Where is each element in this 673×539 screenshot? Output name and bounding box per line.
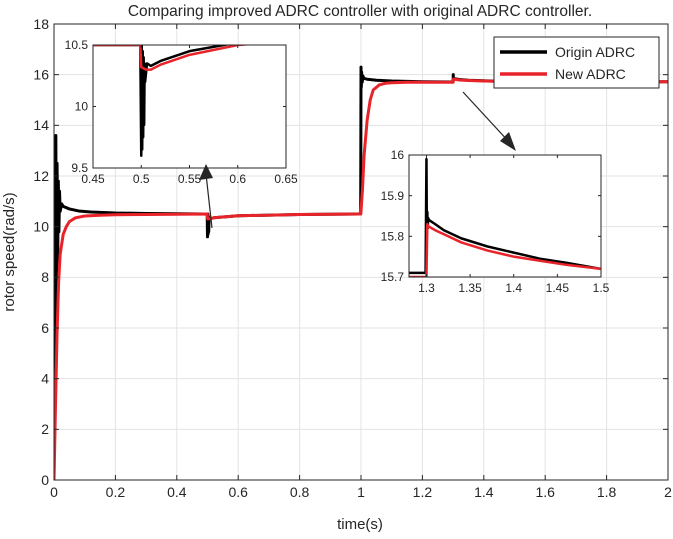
- inset-1-x-tick-label: 0.6: [229, 172, 246, 186]
- main-y-tick-label: 0: [41, 472, 49, 488]
- main-y-tick-label: 12: [33, 168, 49, 184]
- inset-1-x-tick-label: 0.45: [81, 172, 105, 186]
- main-x-tick-label: 0.2: [106, 484, 126, 500]
- main-y-tick-label: 18: [33, 16, 49, 32]
- main-x-tick-label: 0.4: [167, 484, 187, 500]
- main-y-tick-label: 4: [41, 371, 49, 387]
- inset-1-y-tick-label: 10.5: [65, 38, 89, 52]
- inset-1-y-tick-label: 10: [75, 100, 89, 114]
- main-y-tick-label: 10: [33, 219, 49, 235]
- main-y-tick-label: 8: [41, 269, 49, 285]
- inset-1-x-tick-label: 0.55: [178, 172, 202, 186]
- main-x-tick-label: 0.8: [290, 484, 310, 500]
- inset-plot-1: 0.45 0.5 0.55 0.6 0.65 9.5 10 10.5: [65, 38, 298, 186]
- inset-2-x-tick-label: 1.5: [593, 281, 610, 295]
- inset-2-x-tick-label: 1.4: [505, 281, 522, 295]
- inset-1-series-new-adrc-line: [93, 45, 255, 71]
- inset-2-y-tick-label: 15.9: [381, 189, 405, 203]
- inset-2-series-new-adrc-line: [409, 222, 601, 277]
- main-series-new-adrc-line: [54, 77, 668, 480]
- main-x-tick-label: 1: [357, 484, 365, 500]
- inset-1-x-tick-label: 0.5: [133, 172, 150, 186]
- inset-2-series-origin-adrc-line: [409, 157, 601, 275]
- inset-2-y-tick-label: 15.8: [381, 230, 405, 244]
- main-x-tick-label: 0.6: [228, 484, 248, 500]
- main-x-tick-label: 2: [664, 484, 672, 500]
- main-x-tick-label: 1.4: [474, 484, 494, 500]
- x-axis-label: time(s): [337, 516, 383, 533]
- chart-title: Comparing improved ADRC controller with …: [128, 3, 592, 20]
- inset-1-series-origin-adrc-line: [93, 45, 232, 157]
- main-x-tick-label: 1.8: [597, 484, 617, 500]
- legend-label-origin-adrc: Origin ADRC: [555, 44, 635, 60]
- main-y-tick-label: 14: [33, 117, 49, 133]
- annotation-arrows: [199, 91, 516, 229]
- legend-label-new-adrc: New ADRC: [555, 66, 626, 82]
- arrow-head-inset-1: [199, 164, 213, 180]
- inset-1-x-tick-label: 0.65: [274, 172, 298, 186]
- arrow-to-inset-2: [462, 91, 511, 144]
- legend-box: [493, 36, 660, 89]
- main-x-tick-label: 1.2: [413, 484, 433, 500]
- inset-2-frame: [408, 154, 602, 278]
- arrow-to-inset-1: [205, 173, 213, 229]
- arrow-head-inset-2: [500, 132, 516, 151]
- main-y-tick-label: 2: [41, 421, 49, 437]
- inset-2-y-tick-label: 15.7: [381, 270, 405, 284]
- inset-1-background: [93, 45, 286, 168]
- inset-1-y-tick-label: 9.5: [71, 161, 88, 175]
- main-x-tick-label: 0: [50, 484, 58, 500]
- main-y-tick-label: 16: [33, 67, 49, 83]
- legend: Origin ADRC New ADRC: [493, 36, 660, 89]
- inset-2-background: [409, 155, 601, 277]
- inset-2-x-tick-label: 1.45: [546, 281, 570, 295]
- y-axis-label: rotor speed(rad/s): [1, 192, 18, 311]
- inset-2-x-tick-label: 1.3: [418, 281, 435, 295]
- inset-plot-2: 1.3 1.35 1.4 1.45 1.5 15.7 15.8 15.9 16: [381, 148, 610, 295]
- inset-2-y-tick-label: 16: [391, 148, 405, 162]
- main-y-tick-label: 6: [41, 320, 49, 336]
- main-x-tick-label: 1.6: [535, 484, 555, 500]
- inset-2-x-tick-label: 1.35: [458, 281, 482, 295]
